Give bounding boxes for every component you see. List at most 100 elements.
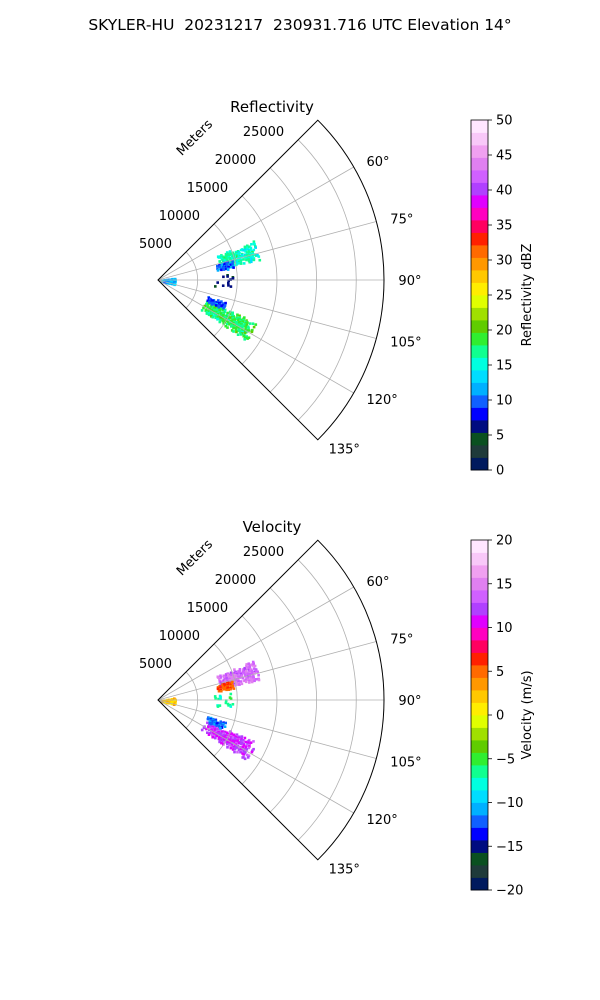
colorbar-segment [471, 715, 488, 728]
echo-gate [210, 303, 214, 306]
echo-gate [226, 326, 229, 329]
colorbar-segment [471, 665, 488, 678]
echo-gate [252, 248, 256, 252]
panel-title: Velocity [243, 518, 302, 536]
echo-gate [242, 317, 245, 321]
echo-gate [250, 669, 254, 673]
echo-gate [236, 683, 239, 686]
echo-gate [215, 724, 219, 727]
echo-gate [242, 669, 245, 672]
echo-gate [225, 322, 229, 326]
echo-gate [248, 322, 252, 325]
colorbar-segment [471, 182, 488, 196]
echo-gate [211, 307, 215, 310]
echo-gate [247, 739, 250, 743]
echo-gate [205, 312, 209, 315]
echo-gate [242, 262, 246, 265]
echo-gate [234, 737, 237, 740]
echo-gate [218, 740, 221, 744]
echo-gate [243, 336, 247, 339]
echo-gate [214, 696, 217, 700]
echo-gate [225, 257, 229, 261]
colorbar-tick-label: 5 [496, 429, 504, 444]
echo-gate [253, 670, 257, 673]
echo-gate [243, 757, 247, 761]
echo-gate [164, 701, 167, 704]
echo-gate [218, 704, 222, 707]
echo-gate [232, 326, 235, 330]
echo-gate [207, 313, 211, 317]
echo-region [213, 692, 235, 708]
echo-gate [223, 262, 227, 265]
echo-gate [215, 734, 218, 738]
radial-tick-label: 15000 [187, 181, 228, 196]
echo-gate [232, 671, 236, 675]
echo-gate [238, 252, 241, 255]
echo-gate [222, 688, 225, 691]
echo-gate [163, 281, 166, 284]
echo-gate [231, 260, 234, 263]
echo-gate [256, 253, 259, 257]
echo-gate [226, 275, 229, 278]
echo-gate [226, 681, 229, 685]
echo-gate [225, 251, 229, 254]
colorbar-segment [471, 615, 488, 628]
echo-gate [227, 683, 231, 687]
echo-gate [226, 746, 229, 749]
echo-gate [218, 260, 221, 263]
colorbar-segment [471, 565, 488, 578]
echo-gate [236, 333, 240, 336]
echo-gate [200, 309, 204, 312]
echo-gate [233, 735, 236, 738]
radial-tick-label: 25000 [243, 125, 284, 140]
colorbar-tick-label: 15 [496, 359, 513, 374]
colorbar-segment [471, 232, 488, 246]
colorbar-segment [471, 270, 488, 283]
echo-gate [245, 335, 248, 338]
echo-gate [245, 748, 249, 751]
grid-spoke [157, 699, 354, 814]
echo-gate [251, 664, 255, 667]
echo-gate [225, 674, 229, 677]
echo-gate [252, 240, 256, 243]
echo-gate [219, 674, 222, 678]
echo-gate [219, 676, 223, 679]
echo-gate [226, 742, 229, 746]
echo-gate [225, 316, 229, 320]
angle-tick-label: 90° [398, 274, 421, 289]
echo-gate [202, 306, 205, 310]
echo-gate [235, 330, 238, 334]
echo-gate [221, 319, 225, 323]
echo-gate [212, 734, 216, 738]
echo-gate [245, 258, 248, 262]
colorbar-segment [471, 815, 488, 828]
echo-gate [203, 304, 207, 308]
echo-gate [229, 683, 232, 686]
echo-gate [206, 721, 209, 725]
echo-gate [215, 302, 219, 306]
echo-gate [224, 265, 228, 269]
echo-gate [226, 735, 229, 739]
echo-gate [214, 726, 217, 729]
colorbar-segment [471, 602, 488, 616]
echo-gate [222, 680, 225, 683]
echo-gate [241, 676, 244, 680]
echo-gate [231, 317, 234, 320]
echo-gate [237, 681, 240, 685]
echo-gate [224, 252, 228, 256]
echo-gate [221, 284, 225, 287]
echo-gate [235, 733, 239, 736]
colorbar-segment [471, 577, 488, 591]
echo-gate [216, 281, 219, 284]
colorbar-tick-label: 0 [496, 709, 504, 724]
echo-gate [228, 323, 231, 326]
sector-outline [157, 119, 385, 441]
echo-gate [209, 718, 213, 722]
echo-gate [246, 246, 249, 250]
echo-gate [236, 319, 240, 322]
colorbar: 0 5 10 15 20 25 30 35 40 45 50 Reflectivity dBZ [470, 114, 535, 479]
colorbar-segment [471, 207, 488, 221]
echo-gate [246, 337, 249, 340]
echo-gate [239, 331, 242, 334]
echo-gate [251, 328, 254, 332]
